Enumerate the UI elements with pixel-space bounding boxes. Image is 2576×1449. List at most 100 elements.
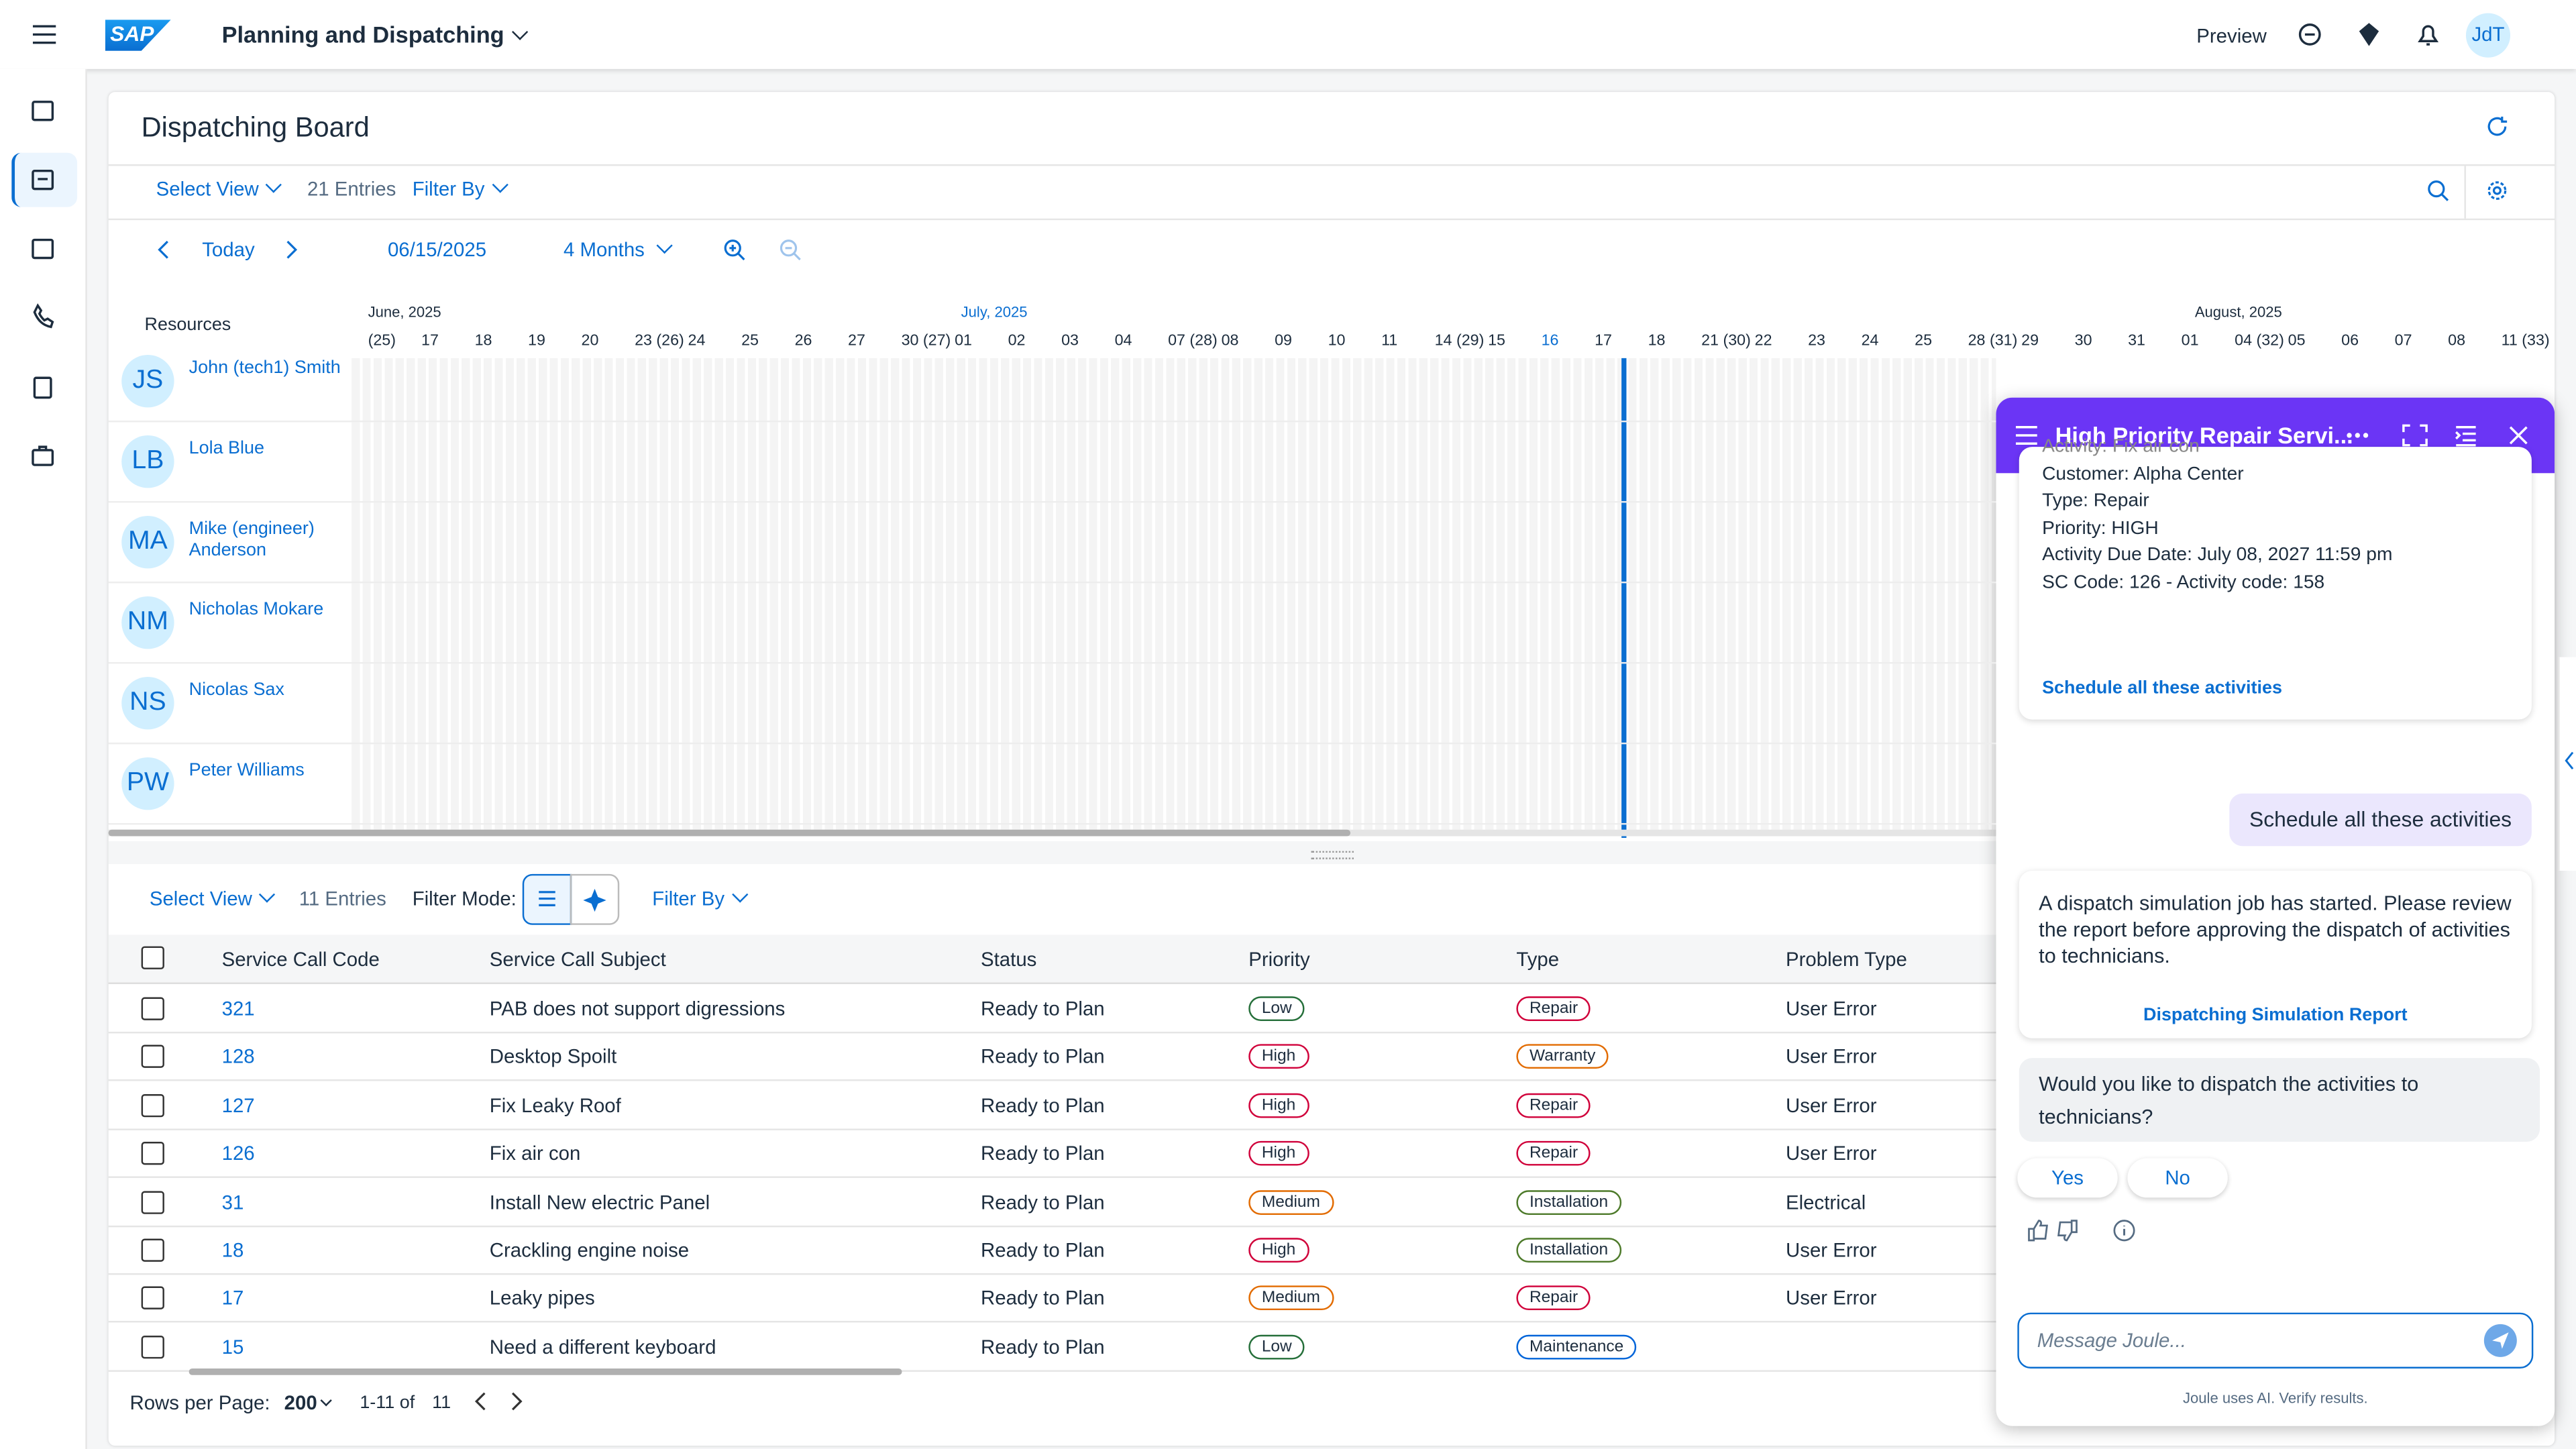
row-checkbox[interactable] <box>141 1142 164 1165</box>
feedback-icon[interactable] <box>2297 21 2323 48</box>
day-label: 29 <box>2021 331 2039 350</box>
joule-actions[interactable] <box>2345 422 2538 448</box>
row-checkbox[interactable] <box>141 1190 164 1214</box>
no-button[interactable]: No <box>2127 1159 2227 1198</box>
range-select[interactable]: 4 Months <box>564 237 674 262</box>
prev-button[interactable] <box>156 240 172 260</box>
pager-buttons[interactable] <box>473 1391 525 1411</box>
resource-name[interactable]: Lola Blue <box>189 438 264 459</box>
table-scroll-thumb[interactable] <box>189 1368 902 1375</box>
resource-name[interactable]: Peter Williams <box>189 760 305 781</box>
side-collapse[interactable] <box>2558 657 2576 871</box>
table-filter-by[interactable]: Filter By <box>652 886 749 910</box>
service-call-code[interactable]: 126 <box>221 1142 255 1165</box>
type-badge: Installation <box>1516 1189 1621 1215</box>
select-all-checkbox[interactable] <box>141 946 164 969</box>
question-text: Would you like to dispatch the activitie… <box>2039 1073 2419 1129</box>
select-view[interactable]: Select View <box>156 176 283 201</box>
status: Ready to Plan <box>981 1238 1105 1262</box>
status: Ready to Plan <box>981 1287 1105 1310</box>
row-border <box>108 1273 1996 1275</box>
day-label: 08 <box>2448 331 2466 350</box>
month-label: July, 2025 <box>961 304 1028 321</box>
app-title[interactable]: Planning and Dispatching <box>222 21 528 48</box>
service-call-code[interactable]: 128 <box>221 1045 255 1069</box>
menu-button[interactable] <box>32 23 58 46</box>
refresh-button[interactable] <box>2485 115 2508 138</box>
service-call-code[interactable]: 127 <box>221 1093 255 1117</box>
problem-type: Electrical <box>1786 1190 1866 1214</box>
card-line: Customer: Alpha Center <box>2042 464 2244 484</box>
service-call-code[interactable]: 321 <box>221 997 255 1020</box>
subject: Fix air con <box>489 1142 581 1165</box>
next-button[interactable] <box>282 240 299 260</box>
card-line: SC Code: 126 - Activity code: 158 <box>2042 572 2325 592</box>
row-border <box>108 1128 1996 1130</box>
resource-avatar: NM <box>121 596 174 649</box>
select-view-text: Select View <box>149 887 252 910</box>
card-link[interactable]: Schedule all these activities <box>2042 678 2282 698</box>
row-checkbox[interactable] <box>141 997 164 1020</box>
row-checkbox[interactable] <box>141 1335 164 1358</box>
row-checkbox[interactable] <box>141 1045 164 1069</box>
day-label: 02 <box>1008 331 1026 350</box>
yes-button[interactable]: Yes <box>2017 1159 2117 1198</box>
sparkle-icon <box>583 888 606 912</box>
day-label: 10 <box>1328 331 1346 350</box>
bot-text: A dispatch simulation job has started. P… <box>2039 892 2512 968</box>
priority-badge: High <box>1248 1093 1309 1118</box>
scroll-thumb[interactable] <box>108 829 1351 837</box>
service-call-code[interactable]: 18 <box>221 1238 244 1262</box>
resource-name[interactable]: John (tech1) Smith <box>189 358 341 378</box>
filter-by[interactable]: Filter By <box>413 176 508 201</box>
send-button[interactable] <box>2483 1324 2517 1357</box>
notifications-icon[interactable] <box>2415 21 2441 48</box>
table-select-view[interactable]: Select View <box>149 886 276 910</box>
day-label: 07 <box>2394 331 2412 350</box>
service-call-code[interactable]: 17 <box>221 1287 244 1310</box>
list-filter-toggle[interactable] <box>522 873 572 925</box>
row-border <box>108 1031 1996 1034</box>
priority-badge: Low <box>1248 1334 1305 1360</box>
nav-icons[interactable] <box>32 99 54 486</box>
column-header: Service Call Subject <box>489 948 666 971</box>
row-checkbox[interactable] <box>141 1093 164 1117</box>
zoom-buttons[interactable] <box>723 238 805 261</box>
joule-menu[interactable] <box>2015 425 2039 445</box>
report-link[interactable]: Dispatching Simulation Report <box>2143 1005 2408 1026</box>
search-button[interactable] <box>2426 179 2449 202</box>
row-border <box>108 1079 1996 1082</box>
joule-icon[interactable] <box>2356 21 2382 48</box>
chevron <box>492 176 508 193</box>
month-label: August, 2025 <box>2194 304 2282 321</box>
service-call-code[interactable]: 31 <box>221 1190 244 1214</box>
row-checkbox[interactable] <box>141 1238 164 1262</box>
feedback-buttons[interactable] <box>2027 1218 2142 1244</box>
preview-button[interactable]: Preview <box>2196 24 2267 48</box>
splitter[interactable] <box>108 841 1996 865</box>
resource-name[interactable]: Nicholas Mokare <box>189 599 324 620</box>
service-call-code[interactable]: 15 <box>221 1335 244 1358</box>
date-picker[interactable]: 06/15/2025 <box>387 238 487 262</box>
rows-per-page-select[interactable]: 200 <box>284 1391 332 1415</box>
splitter-grip[interactable] <box>1311 851 1354 859</box>
range-text: 4 Months <box>564 238 645 262</box>
settings-button[interactable] <box>2485 179 2508 202</box>
card-line: Activity Due Date: July 08, 2027 11:59 p… <box>2042 545 2393 566</box>
priority-badge: High <box>1248 1141 1309 1167</box>
row-border <box>108 1321 1996 1324</box>
filter-mode-label: Filter Mode: <box>412 887 517 910</box>
message-input[interactable]: Message Joule... <box>2017 1312 2534 1369</box>
joule-title: High Priority Repair Servi... <box>2055 422 2353 449</box>
today-line <box>1621 358 1627 838</box>
today-button[interactable]: Today <box>202 238 255 262</box>
resource-row <box>108 742 1996 745</box>
column-header: Status <box>981 948 1037 971</box>
row-checkbox[interactable] <box>141 1287 164 1310</box>
resource-name[interactable]: Mike (engineer) Anderson <box>189 519 315 561</box>
ai-filter-toggle[interactable] <box>570 873 620 925</box>
user-avatar[interactable]: JdT <box>2465 13 2511 58</box>
resource-name[interactable]: Nicolas Sax <box>189 680 284 700</box>
page-range: 1-11 of <box>360 1393 415 1413</box>
status: Ready to Plan <box>981 1045 1105 1069</box>
